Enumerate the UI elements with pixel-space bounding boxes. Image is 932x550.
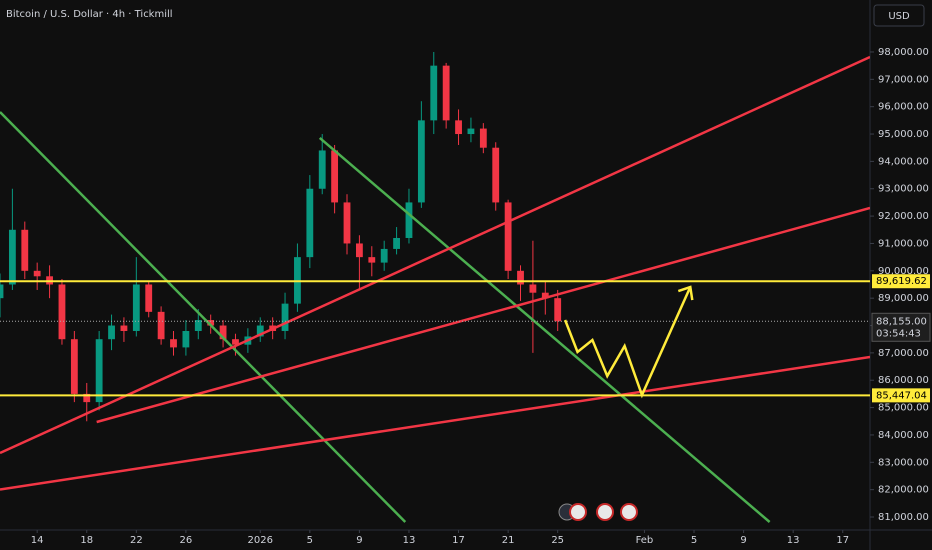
x-tick-label: 26: [180, 535, 193, 546]
chart-title: Bitcoin / U.S. Dollar · 4h · Tickmill: [6, 9, 173, 20]
current-price-box: [871, 312, 931, 342]
candle-body: [232, 339, 239, 345]
current-price-label: 88,155.00: [876, 316, 927, 327]
trend-line: [0, 55, 870, 455]
y-tick-label: 98,000.00: [878, 47, 929, 58]
countdown: 03:54:43: [876, 328, 921, 339]
x-tick-label: 2026: [248, 535, 273, 546]
candle-body: [442, 65, 450, 121]
y-tick-label: 96,000.00: [878, 102, 929, 113]
y-tick-label: 94,000.00: [878, 156, 929, 167]
x-tick-label: 21: [502, 535, 515, 546]
candle-body: [70, 339, 78, 394]
candle-body: [132, 284, 140, 331]
candle-body: [58, 284, 66, 340]
candle-body: [393, 237, 400, 249]
projection-arrowhead: [677, 285, 694, 301]
y-tick-label: 85,000.00: [878, 403, 929, 414]
x-tick-label: 9: [740, 535, 746, 546]
y-tick-label: 95,000.00: [878, 129, 929, 140]
y-tick-label: 84,000.00: [878, 430, 929, 441]
y-tick-label: 89,000.00: [878, 293, 929, 304]
y-tick-label: 87,000.00: [878, 348, 929, 359]
level-label-box: [872, 388, 930, 403]
y-tick-label: 86,000.00: [878, 375, 929, 386]
candle-body: [541, 292, 549, 299]
x-tick-label: 5: [307, 535, 313, 546]
candle-body: [517, 270, 524, 285]
candle-body: [0, 284, 4, 299]
candle-body: [33, 270, 41, 277]
x-tick-label: Feb: [636, 535, 654, 546]
candle-body: [157, 311, 165, 340]
plot-area: [0, 51, 870, 523]
candle-body: [83, 393, 91, 403]
y-tick-label: 91,000.00: [878, 238, 929, 249]
candle-body: [492, 147, 500, 203]
candle-body: [95, 339, 103, 403]
candle-body: [430, 65, 438, 121]
y-tick-label: 92,000.00: [878, 211, 929, 222]
x-tick-label: 13: [403, 535, 416, 546]
y-tick-label: 83,000.00: [878, 457, 929, 468]
projection-path: [563, 286, 692, 399]
candle-body: [343, 202, 351, 244]
level-label: 89,619.62: [876, 276, 927, 287]
candle-body: [108, 325, 115, 340]
candle-body: [219, 325, 227, 340]
event-icon[interactable]: [596, 503, 614, 521]
y-tick-label: 81,000.00: [878, 512, 929, 523]
y-tick-label: 93,000.00: [878, 184, 929, 195]
x-tick-label: 22: [130, 535, 143, 546]
candle-body: [182, 330, 190, 348]
candle-body: [380, 248, 388, 263]
x-tick-label: 17: [452, 535, 465, 546]
candle-body: [331, 150, 339, 203]
candle-body: [170, 339, 177, 348]
candle-body: [355, 243, 363, 258]
candle-body: [455, 120, 462, 135]
y-tick-label: 90,000.00: [878, 266, 929, 277]
candle-body: [417, 120, 425, 203]
candle-body: [529, 284, 537, 293]
x-tick-label: 5: [691, 535, 697, 546]
candle-body: [281, 303, 289, 331]
x-tick-label: 18: [80, 535, 93, 546]
candle-body: [318, 150, 326, 189]
candle-body: [120, 325, 128, 331]
trend-line: [0, 111, 407, 523]
candle-body: [256, 325, 264, 337]
x-tick-label: 13: [787, 535, 800, 546]
candle-body: [554, 298, 562, 322]
level-label-box: [872, 274, 930, 289]
x-tick-label: 25: [551, 535, 564, 546]
y-tick-label: 82,000.00: [878, 485, 929, 496]
trend-line: [0, 355, 870, 491]
trend-line: [318, 137, 771, 523]
candle-body: [368, 257, 376, 263]
level-label: 85,447.04: [876, 390, 927, 401]
currency-button[interactable]: [873, 4, 925, 27]
x-tick-label: 14: [31, 535, 44, 546]
candle-body: [504, 202, 512, 271]
candle-body: [145, 284, 153, 312]
event-icons[interactable]: [558, 503, 638, 521]
candle-body: [21, 229, 29, 271]
candle-body: [479, 128, 487, 148]
candle-body: [8, 229, 16, 285]
candle-body: [306, 188, 314, 258]
candle-body: [405, 202, 413, 238]
candle-body: [194, 320, 202, 331]
x-tick-label: 17: [836, 535, 849, 546]
trend-line: [96, 206, 870, 424]
candle-body: [467, 128, 475, 135]
y-tick-label: 97,000.00: [878, 74, 929, 85]
event-icon[interactable]: [569, 503, 587, 521]
event-icon[interactable]: [620, 503, 638, 521]
candle-body: [207, 320, 215, 326]
currency-label[interactable]: USD: [888, 11, 910, 22]
x-tick-label: 9: [356, 535, 362, 546]
